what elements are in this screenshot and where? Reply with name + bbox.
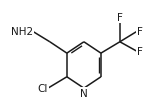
Text: F: F [137, 27, 143, 37]
Text: Cl: Cl [38, 83, 48, 93]
Text: F: F [137, 47, 143, 57]
Text: F: F [117, 13, 123, 23]
Text: NH2: NH2 [11, 27, 33, 37]
Text: N: N [80, 88, 88, 98]
